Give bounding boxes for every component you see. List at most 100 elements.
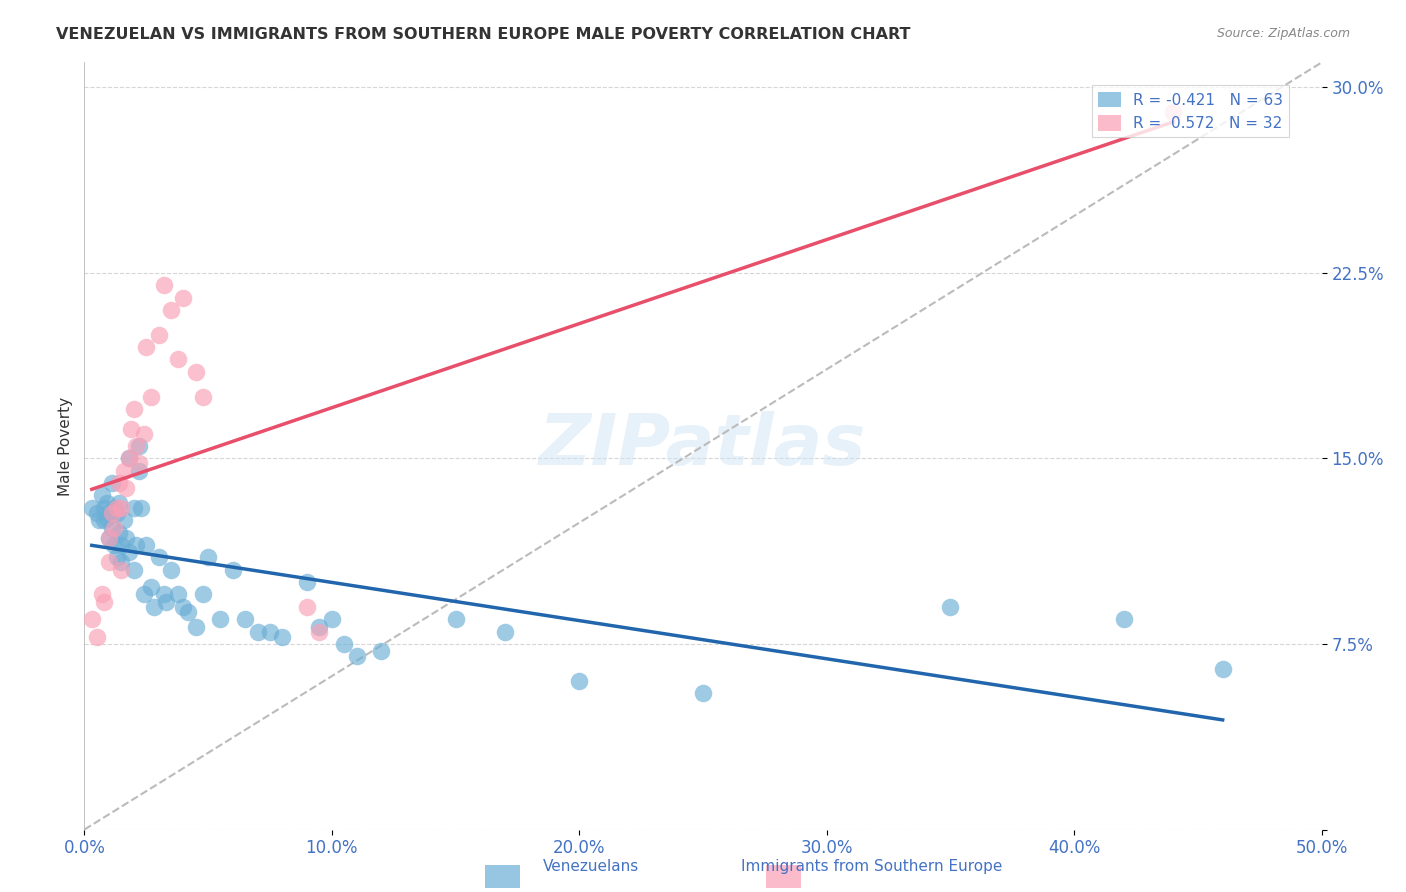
Point bbox=[191, 390, 214, 404]
Point bbox=[93, 500, 115, 515]
Point bbox=[105, 550, 128, 565]
Point bbox=[132, 587, 155, 601]
Point bbox=[89, 513, 111, 527]
Point bbox=[93, 513, 115, 527]
Point bbox=[155, 595, 177, 609]
Point bbox=[80, 500, 103, 515]
Point bbox=[110, 563, 132, 577]
Point bbox=[105, 500, 128, 515]
Point bbox=[184, 365, 207, 379]
Point bbox=[184, 620, 207, 634]
Point bbox=[148, 550, 170, 565]
Point bbox=[246, 624, 269, 639]
Point bbox=[100, 476, 122, 491]
Point bbox=[108, 525, 131, 540]
Point bbox=[98, 555, 121, 569]
Point bbox=[160, 302, 183, 317]
Point bbox=[333, 637, 356, 651]
Point bbox=[939, 599, 962, 614]
Point bbox=[112, 464, 135, 478]
Point bbox=[233, 612, 256, 626]
Point bbox=[128, 439, 150, 453]
Point bbox=[321, 612, 343, 626]
Point bbox=[197, 550, 219, 565]
Point bbox=[160, 563, 183, 577]
Point bbox=[129, 500, 152, 515]
Point bbox=[346, 649, 368, 664]
Point bbox=[295, 599, 318, 614]
Point bbox=[110, 538, 132, 552]
Point bbox=[103, 521, 125, 535]
Point bbox=[120, 422, 142, 436]
Point bbox=[209, 612, 232, 626]
Text: Source: ZipAtlas.com: Source: ZipAtlas.com bbox=[1216, 27, 1350, 40]
Point bbox=[142, 599, 165, 614]
Point bbox=[494, 624, 516, 639]
Point bbox=[135, 340, 157, 354]
Point bbox=[103, 538, 125, 552]
Point bbox=[118, 545, 141, 559]
Point bbox=[148, 327, 170, 342]
Point bbox=[152, 587, 174, 601]
Point bbox=[100, 521, 122, 535]
Point bbox=[108, 496, 131, 510]
Point bbox=[112, 513, 135, 527]
Point bbox=[96, 496, 118, 510]
Point bbox=[122, 563, 145, 577]
Point bbox=[96, 510, 118, 524]
Point bbox=[271, 630, 294, 644]
Point bbox=[191, 587, 214, 601]
Point bbox=[125, 538, 148, 552]
Point bbox=[122, 500, 145, 515]
Point bbox=[152, 278, 174, 293]
Point bbox=[103, 500, 125, 515]
Legend: R = -0.421   N = 63, R =  0.572   N = 32: R = -0.421 N = 63, R = 0.572 N = 32 bbox=[1092, 86, 1289, 137]
Point bbox=[295, 575, 318, 590]
Point bbox=[105, 506, 128, 520]
Point bbox=[115, 531, 138, 545]
Point bbox=[132, 426, 155, 441]
Point bbox=[90, 587, 112, 601]
Point bbox=[141, 390, 163, 404]
Point bbox=[308, 620, 330, 634]
Point bbox=[1161, 104, 1184, 119]
Point bbox=[98, 531, 121, 545]
Point bbox=[259, 624, 281, 639]
Point bbox=[444, 612, 467, 626]
Point bbox=[370, 644, 392, 658]
Point bbox=[90, 488, 112, 502]
Point bbox=[108, 476, 131, 491]
Point bbox=[98, 531, 121, 545]
Point bbox=[167, 352, 190, 367]
Y-axis label: Male Poverty: Male Poverty bbox=[58, 396, 73, 496]
Point bbox=[128, 456, 150, 470]
Point bbox=[110, 555, 132, 569]
Point bbox=[1212, 662, 1234, 676]
Point bbox=[86, 630, 108, 644]
Point bbox=[118, 451, 141, 466]
Text: ZIPatlas: ZIPatlas bbox=[540, 411, 866, 481]
Point bbox=[86, 506, 108, 520]
Point bbox=[141, 580, 163, 594]
Text: Immigrants from Southern Europe: Immigrants from Southern Europe bbox=[741, 859, 1002, 874]
Point bbox=[172, 291, 194, 305]
Point bbox=[172, 599, 194, 614]
Point bbox=[128, 464, 150, 478]
Point bbox=[80, 612, 103, 626]
Point bbox=[568, 674, 591, 689]
Point bbox=[177, 605, 200, 619]
Point bbox=[122, 401, 145, 416]
Point bbox=[98, 506, 121, 520]
Point bbox=[100, 506, 122, 520]
Point bbox=[167, 587, 190, 601]
Point bbox=[115, 481, 138, 495]
Point bbox=[308, 624, 330, 639]
Text: VENEZUELAN VS IMMIGRANTS FROM SOUTHERN EUROPE MALE POVERTY CORRELATION CHART: VENEZUELAN VS IMMIGRANTS FROM SOUTHERN E… bbox=[56, 27, 911, 42]
Point bbox=[692, 686, 714, 700]
Point bbox=[222, 563, 245, 577]
Text: Venezuelans: Venezuelans bbox=[543, 859, 638, 874]
Point bbox=[118, 451, 141, 466]
Point bbox=[135, 538, 157, 552]
Point bbox=[1112, 612, 1135, 626]
Point bbox=[110, 500, 132, 515]
